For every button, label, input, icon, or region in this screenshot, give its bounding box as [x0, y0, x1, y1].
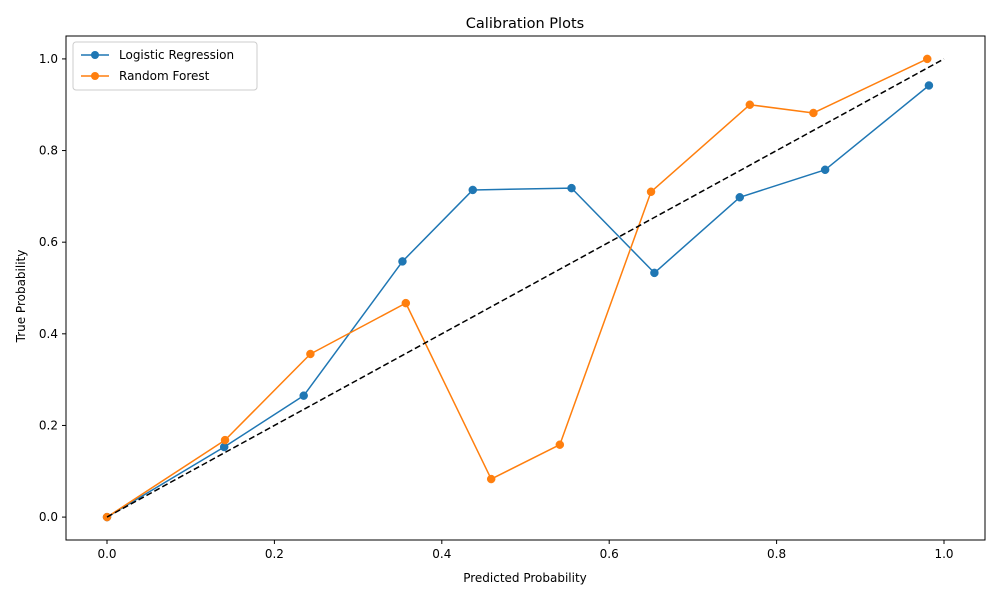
- series-line-1: [106, 58, 928, 518]
- data-point: [306, 349, 315, 359]
- y-tick-label: 0.8: [39, 144, 58, 158]
- y-tick-label: 0.4: [39, 327, 58, 341]
- data-point: [922, 54, 932, 64]
- legend-marker-1: [91, 72, 99, 80]
- data-point: [567, 183, 576, 193]
- data-point: [299, 391, 308, 400]
- reference-diagonal-line: [106, 58, 945, 518]
- plot-area: [65, 35, 986, 541]
- data-point: [555, 440, 565, 449]
- data-point: [820, 165, 830, 175]
- data-point: [650, 268, 659, 278]
- y-tick-label: 0.2: [39, 418, 58, 432]
- data-point: [220, 435, 230, 445]
- y-axis-ticks: 0.0 0.2 0.4 0.6 0.8 1.0: [39, 52, 66, 524]
- data-point: [468, 185, 478, 195]
- data-point: [398, 257, 407, 266]
- x-tick-label: 0.0: [97, 547, 116, 561]
- x-tick-label: 0.4: [432, 547, 451, 561]
- x-tick-label: 0.2: [265, 547, 284, 561]
- x-tick-label: 0.8: [767, 547, 786, 561]
- data-point: [486, 474, 496, 484]
- y-tick-label: 0.6: [39, 235, 58, 249]
- legend-label-1: Random Forest: [119, 69, 210, 83]
- x-axis-label: Predicted Probability: [463, 571, 587, 585]
- y-tick-label: 0.0: [39, 510, 58, 524]
- data-point: [745, 100, 755, 109]
- data-point: [924, 81, 934, 90]
- y-tick-label: 1.0: [39, 52, 58, 66]
- legend-marker-0: [91, 51, 99, 59]
- chart-title: Calibration Plots: [466, 16, 584, 32]
- x-tick-label: 0.6: [600, 547, 619, 561]
- legend-label-0: Logistic Regression: [119, 48, 234, 62]
- series-line-0: [106, 84, 930, 518]
- data-point: [735, 193, 745, 202]
- y-axis-label: True Probability: [14, 250, 28, 344]
- data-point: [401, 298, 411, 308]
- x-tick-label: 1.0: [934, 547, 953, 561]
- series-layer: [102, 54, 945, 522]
- x-axis-ticks: 0.0 0.2 0.4 0.6 0.8 1.0: [97, 540, 954, 561]
- data-point: [646, 187, 656, 197]
- data-point: [809, 108, 818, 118]
- legend: Logistic Regression Random Forest: [72, 41, 258, 91]
- legend-box: [72, 41, 258, 91]
